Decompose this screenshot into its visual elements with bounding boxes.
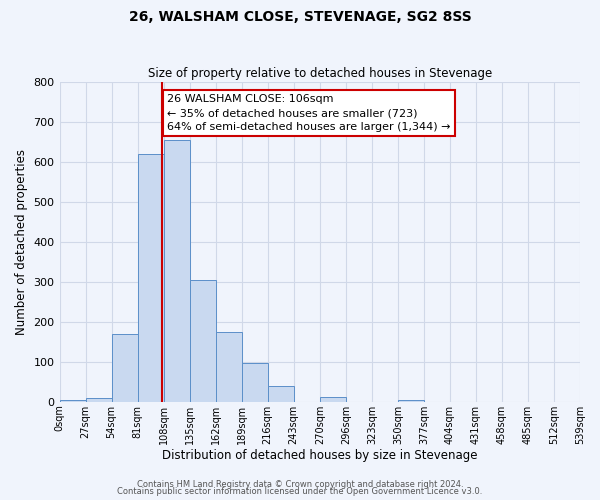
Bar <box>320 396 346 402</box>
Bar <box>398 400 424 402</box>
X-axis label: Distribution of detached houses by size in Stevenage: Distribution of detached houses by size … <box>162 450 478 462</box>
Bar <box>215 332 242 402</box>
Bar <box>190 280 215 402</box>
Title: Size of property relative to detached houses in Stevenage: Size of property relative to detached ho… <box>148 66 492 80</box>
Y-axis label: Number of detached properties: Number of detached properties <box>15 149 28 335</box>
Bar <box>59 400 86 402</box>
Bar <box>86 398 112 402</box>
Bar <box>242 363 268 402</box>
Bar <box>137 154 164 402</box>
Bar <box>164 140 190 402</box>
Text: Contains HM Land Registry data © Crown copyright and database right 2024.: Contains HM Land Registry data © Crown c… <box>137 480 463 489</box>
Bar <box>112 334 137 402</box>
Text: Contains public sector information licensed under the Open Government Licence v3: Contains public sector information licen… <box>118 487 482 496</box>
Text: 26, WALSHAM CLOSE, STEVENAGE, SG2 8SS: 26, WALSHAM CLOSE, STEVENAGE, SG2 8SS <box>128 10 472 24</box>
Text: 26 WALSHAM CLOSE: 106sqm
← 35% of detached houses are smaller (723)
64% of semi-: 26 WALSHAM CLOSE: 106sqm ← 35% of detach… <box>167 94 451 132</box>
Bar <box>268 386 294 402</box>
